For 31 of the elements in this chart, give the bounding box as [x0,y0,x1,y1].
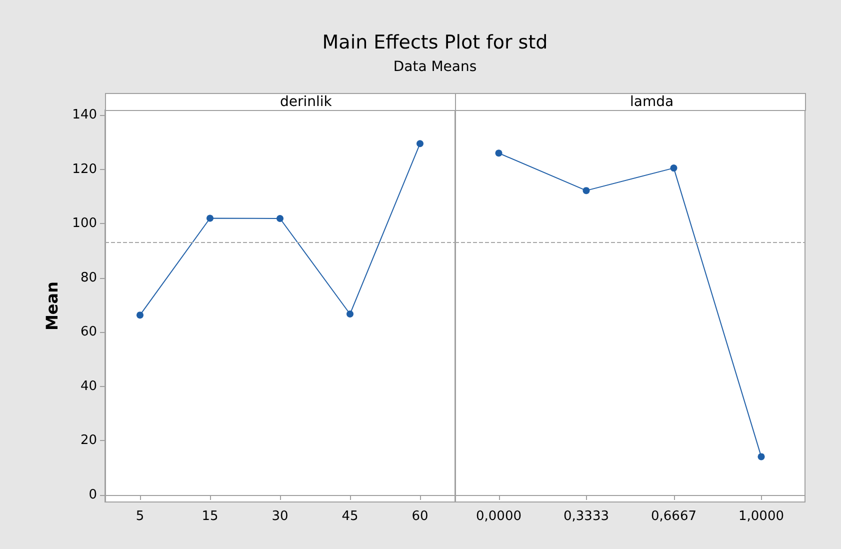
x-tick-label: 30 [272,509,288,524]
y-tick-label: 140 [72,108,97,123]
point [206,214,214,222]
y-axis-title: Mean [42,282,62,330]
y-tick-label: 80 [80,270,97,286]
x-tick-label: 45 [342,509,358,524]
point [495,150,502,157]
chart-title: Main Effects Plot for std [322,32,548,54]
x-tick-label: 15 [202,509,218,524]
point [136,312,144,319]
y-tick-label: 20 [80,433,97,448]
x-axis-title: derinlik [280,94,333,110]
point [670,164,678,172]
x-tick-label: 0,0000 [476,509,522,524]
y-tick-label: 120 [72,162,97,177]
x-tick-label: 1,0000 [738,509,784,524]
point [758,453,765,460]
x-axis-title: lamda [630,94,674,110]
y-tick-label: 100 [72,216,97,232]
point [346,310,354,318]
x-tick-label: 0,3333 [564,509,609,524]
point [416,140,424,148]
x-tick-label: 0,6667 [651,509,696,524]
x-tick-label: 5 [136,509,144,524]
chart-subtitle: Data Means [393,59,477,75]
point [582,187,590,194]
y-tick-label: 0 [88,487,97,502]
x-tick-label: 60 [412,509,428,524]
y-tick-label: 40 [80,378,97,394]
y-tick-label: 60 [80,324,97,340]
point [276,215,284,222]
